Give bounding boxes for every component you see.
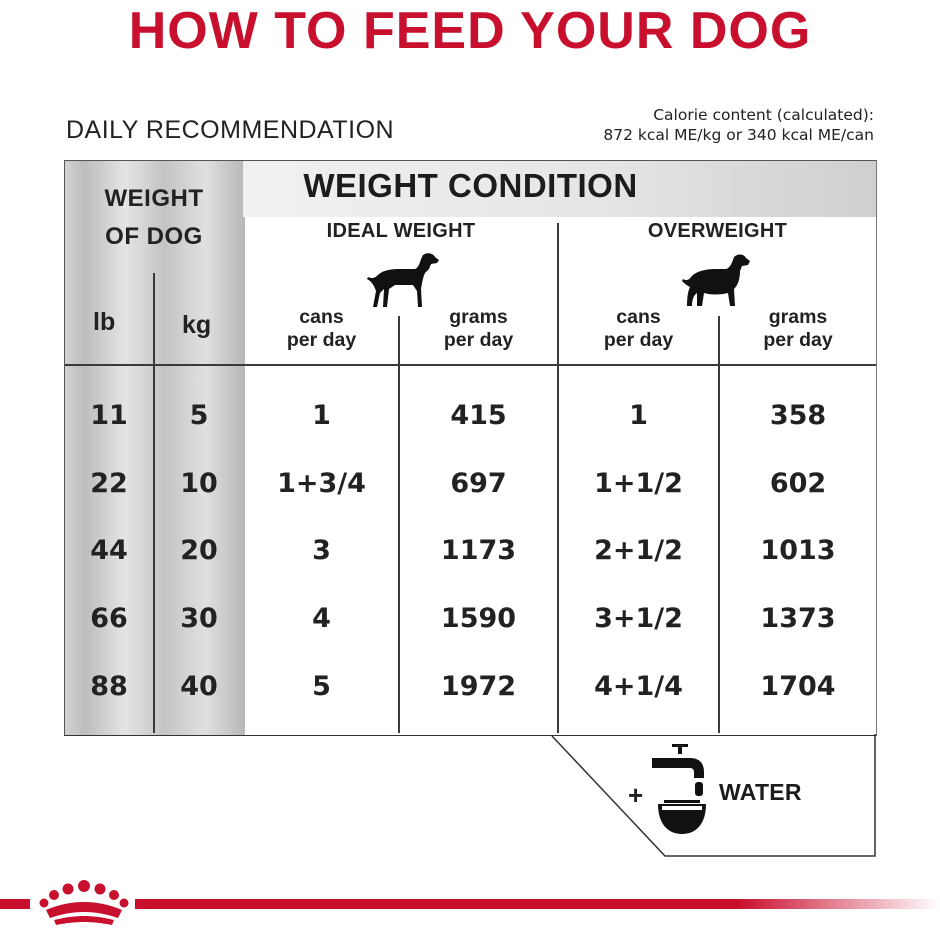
calorie-content-line2: 872 kcal ME/kg or 340 kcal ME/can [603, 126, 874, 144]
cell-ideal-grams: 1173 [440, 535, 517, 566]
subheader-line2: per day [443, 329, 514, 351]
footer-red-line [0, 899, 940, 909]
feeding-table: WEIGHT CONDITION WEIGHT OF DOG lb kg IDE… [64, 160, 877, 736]
divider-over-cans-grams [718, 316, 720, 733]
weight-of-dog-label-line2: OF DOG [105, 223, 203, 250]
group-overweight: OVERWEIGHT [647, 220, 788, 242]
divider-ideal-overweight [557, 223, 559, 733]
subheader-over-grams: grams per day [720, 306, 876, 352]
subheader-line1: grams [768, 306, 828, 328]
cell-lb: 88 [90, 671, 128, 702]
page-title: HOW TO FEED YOUR DOG [128, 2, 812, 60]
subheader-line1: grams [449, 306, 508, 328]
cell-over-grams: 1013 [760, 535, 836, 566]
cell-over-grams: 358 [769, 400, 827, 431]
cell-over-cans: 4+1/4 [594, 671, 683, 702]
divider-lb-kg [153, 273, 155, 733]
cell-kg: 5 [189, 400, 209, 431]
daily-recommendation-heading: DAILY RECOMMENDATION [66, 116, 395, 144]
header-divider [65, 364, 876, 366]
cell-lb: 66 [90, 603, 128, 634]
cell-kg: 30 [180, 603, 218, 634]
cell-ideal-grams: 1590 [440, 603, 517, 634]
cell-ideal-cans: 1 [312, 400, 331, 431]
calorie-content: Calorie content (calculated): 872 kcal M… [603, 105, 874, 145]
royal-crown-logo [38, 878, 130, 930]
water-plus: + [628, 780, 644, 810]
cell-ideal-cans: 5 [312, 671, 331, 702]
cell-lb: 44 [90, 535, 128, 566]
dog-standing-icon [367, 253, 439, 307]
subheader-line2: per day [763, 329, 833, 351]
cell-over-cans: 3+1/2 [594, 603, 683, 634]
cell-kg: 10 [180, 468, 218, 499]
weight-of-dog-label-line1: WEIGHT [104, 185, 204, 212]
unit-lb: lb [93, 308, 116, 336]
cell-ideal-grams: 415 [450, 400, 507, 431]
subheader-ideal-grams: grams per day [400, 306, 557, 352]
cell-ideal-cans: 4 [312, 603, 331, 634]
cell-over-grams: 602 [769, 468, 827, 499]
water-label: WATER [719, 779, 802, 805]
cell-over-grams: 1704 [760, 671, 836, 702]
cell-kg: 40 [180, 671, 218, 702]
divider-ideal-cans-grams [398, 316, 400, 733]
cell-over-cans: 1 [629, 400, 648, 431]
unit-kg: kg [182, 311, 212, 339]
subheader-line1: cans [616, 306, 661, 328]
cell-over-cans: 2+1/2 [594, 535, 683, 566]
subheader-line1: cans [299, 306, 344, 328]
cell-lb: 22 [90, 468, 128, 499]
calorie-content-line1: Calorie content (calculated): [653, 106, 874, 124]
subheader-line2: per day [603, 329, 674, 351]
cell-ideal-cans: 1+3/4 [277, 468, 366, 499]
weight-condition-title: WEIGHT CONDITION [303, 167, 638, 204]
cell-over-cans: 1+1/2 [594, 468, 683, 499]
subheader-over-cans: cans per day [559, 306, 718, 352]
cell-kg: 20 [180, 535, 218, 566]
cell-lb: 11 [90, 400, 128, 431]
group-ideal-weight: IDEAL WEIGHT [326, 220, 476, 242]
subheader-ideal-cans: cans per day [245, 306, 398, 352]
cell-ideal-cans: 3 [312, 535, 331, 566]
cell-ideal-grams: 697 [450, 468, 507, 499]
subheader-line2: per day [286, 329, 357, 351]
water-tap-bowl-icon [652, 744, 706, 834]
dog-overweight-icon [682, 254, 750, 306]
cell-ideal-grams: 1972 [440, 671, 517, 702]
condition-header-band [243, 161, 876, 217]
table-white-area [245, 217, 876, 735]
cell-over-grams: 1373 [760, 603, 836, 634]
